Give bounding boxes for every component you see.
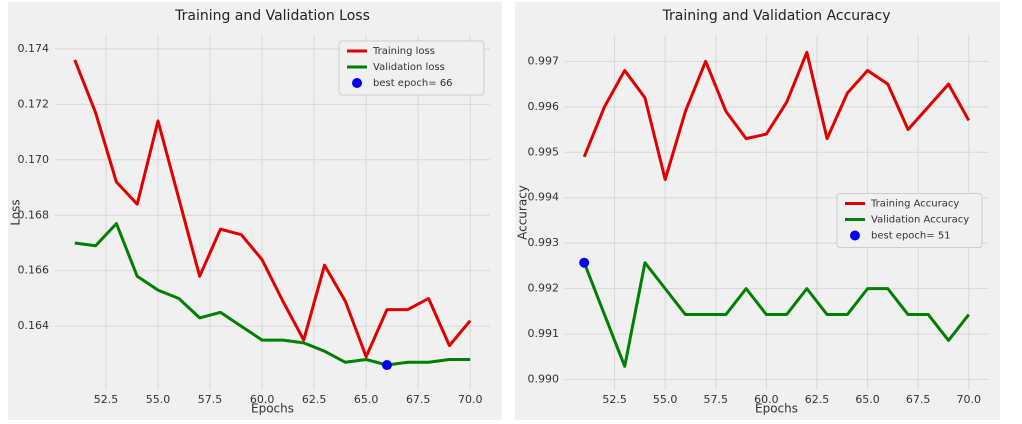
chart-panel: 52.5 55.0 57.5 60.0 62.5 65.0 67.5 70.0 0.164 0.1… xyxy=(8,2,502,420)
y-axis-label: Accuracy xyxy=(516,185,530,240)
x-tick-label: 60.0 xyxy=(250,393,275,406)
best-point xyxy=(579,257,590,268)
y-tick-label: 0.993 xyxy=(528,236,560,249)
y-tick-label: 0.990 xyxy=(528,373,560,386)
legend-label: best epoch= 66 xyxy=(373,78,453,89)
legend-label: Training Accuracy xyxy=(870,199,959,210)
y-tick-label: 0.166 xyxy=(18,264,50,277)
y-tick-label: 0.994 xyxy=(528,191,560,204)
x-axis-label: Epochs xyxy=(755,402,798,416)
x-tick-label: 60.0 xyxy=(754,393,779,406)
y-tick-label: 0.995 xyxy=(528,145,560,158)
x-tick-label: 55.0 xyxy=(146,393,171,406)
y-tick-label: 0.997 xyxy=(528,54,560,67)
legend-box xyxy=(338,40,485,96)
legend-label: Training loss xyxy=(372,46,435,57)
y-tick-label: 0.996 xyxy=(528,100,560,113)
chart-panel: 52.5 55.0 57.5 60.0 62.5 65.0 67.5 70.0 0.990 0.9… xyxy=(515,2,1000,420)
chart-title: Training and Validation Loss xyxy=(174,8,370,24)
x-tick-label: 67.5 xyxy=(406,393,431,406)
y-tick-label: 0.172 xyxy=(18,97,50,110)
x-tick-label: 62.5 xyxy=(805,393,830,406)
legend-box xyxy=(836,193,983,248)
chart-title: Training and Validation Accuracy xyxy=(662,8,891,24)
legend-marker xyxy=(352,78,362,88)
x-axis-label: Epochs xyxy=(251,402,294,416)
y-tick-label: 0.992 xyxy=(528,282,560,295)
data-line xyxy=(74,222,471,367)
y-axis-label: Loss xyxy=(9,199,23,225)
legend-marker xyxy=(850,230,860,241)
y-tick-label: 0.170 xyxy=(18,153,50,166)
legend-label: Validation loss xyxy=(373,62,445,73)
x-tick-label: 55.0 xyxy=(653,393,678,406)
x-tick-label: 62.5 xyxy=(302,393,327,406)
legend-label: Validation Accuracy xyxy=(871,215,969,226)
x-tick-label: 52.5 xyxy=(602,393,627,406)
y-tick-label: 0.164 xyxy=(18,319,50,332)
x-tick-label: 65.0 xyxy=(354,393,379,406)
x-tick-label: 70.0 xyxy=(458,393,483,406)
x-tick-label: 52.5 xyxy=(94,393,119,406)
data-line xyxy=(582,50,971,182)
x-tick-label: 70.0 xyxy=(957,393,982,406)
data-line xyxy=(582,261,970,368)
data-line xyxy=(73,59,472,359)
best-point xyxy=(381,360,392,371)
y-tick-label: 0.174 xyxy=(18,42,50,55)
y-tick-label: 0.168 xyxy=(18,208,50,221)
x-tick-label: 57.5 xyxy=(704,393,729,406)
x-tick-label: 57.5 xyxy=(198,393,223,406)
y-tick-label: 0.991 xyxy=(528,327,560,340)
legend-label: best epoch= 51 xyxy=(871,231,951,242)
x-tick-label: 65.0 xyxy=(855,393,880,406)
x-tick-label: 67.5 xyxy=(906,393,931,406)
